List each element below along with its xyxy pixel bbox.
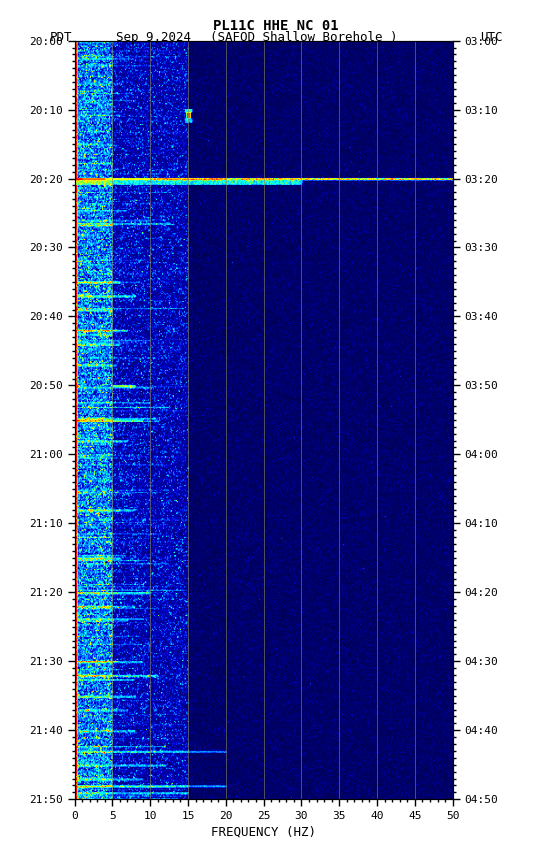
Text: PL11C HHE NC 01: PL11C HHE NC 01 [213,19,339,33]
Text: UTC: UTC [480,31,503,44]
Text: Sep 9,2024: Sep 9,2024 [116,31,191,44]
Text: (SAFOD Shallow Borehole ): (SAFOD Shallow Borehole ) [210,31,397,44]
Text: PDT: PDT [50,31,72,44]
X-axis label: FREQUENCY (HZ): FREQUENCY (HZ) [211,825,316,838]
